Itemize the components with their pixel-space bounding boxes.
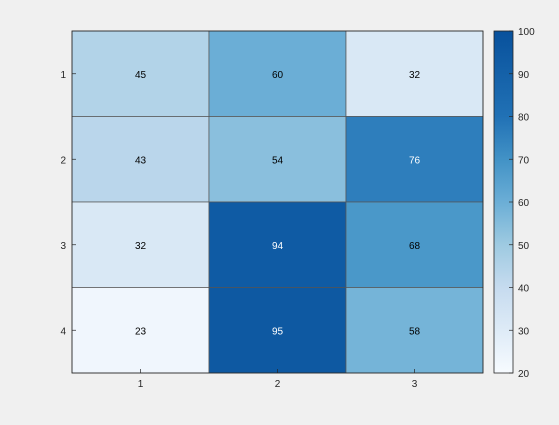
y-tick-label: 3: [60, 241, 66, 252]
y-tick-label: 4: [60, 326, 66, 337]
colorbar-tick-label: 90: [518, 70, 530, 81]
colorbar-tick-label: 100: [518, 27, 535, 38]
x-tick-label: 1: [138, 379, 144, 390]
cell-value-label: 68: [409, 241, 421, 252]
cell-value-label: 32: [135, 241, 147, 252]
colorbar-ticks: 20 30 40 50 60 70 80 90 100: [509, 27, 535, 380]
x-tick-label: 3: [412, 379, 418, 390]
cell-value-label: 54: [272, 155, 284, 166]
heatmap-cell: [345, 287, 484, 374]
colorbar-tick-label: 70: [518, 155, 530, 166]
cell-value-label: 45: [135, 70, 147, 81]
colorbar-tick-label: 20: [518, 369, 530, 380]
x-axis: 1 2 3: [138, 369, 418, 390]
colorbar: 20 30 40 50 60 70 80 90 100: [493, 27, 535, 380]
cell-value-label: 60: [272, 70, 284, 81]
cell-value-label: 95: [272, 326, 284, 337]
cell-value-label: 32: [409, 70, 421, 81]
heatmap-cell: [208, 116, 347, 203]
colorbar-tick-label: 40: [518, 284, 530, 295]
y-tick-label: 2: [60, 155, 66, 166]
y-tick-label: 1: [60, 70, 66, 81]
x-tick-label: 2: [275, 379, 281, 390]
colorbar-tick-label: 30: [518, 326, 530, 337]
heatmap-cell: [71, 30, 210, 117]
cell-value-label: 94: [272, 241, 284, 252]
heatmap-cell: [208, 30, 347, 117]
cell-value-label: 76: [409, 155, 421, 166]
colorbar-tick-label: 60: [518, 198, 530, 209]
colorbar-tick-label: 50: [518, 241, 530, 252]
heatmap-cell: [71, 201, 210, 288]
colorbar-tick-label: 80: [518, 113, 530, 124]
heatmap-cell: [208, 201, 347, 288]
heatmap-cell: [345, 116, 484, 203]
heatmap-cell: [71, 116, 210, 203]
cell-value-label: 43: [135, 155, 147, 166]
y-axis: 1 2 3 4: [60, 70, 76, 337]
cell-value-label: 58: [409, 326, 421, 337]
heatmap-cell: [71, 287, 210, 374]
cell-value-label: 23: [135, 326, 147, 337]
heatmap-cells: 45 60 32 43 54 76 32 94 68 23 95 58: [71, 30, 484, 374]
